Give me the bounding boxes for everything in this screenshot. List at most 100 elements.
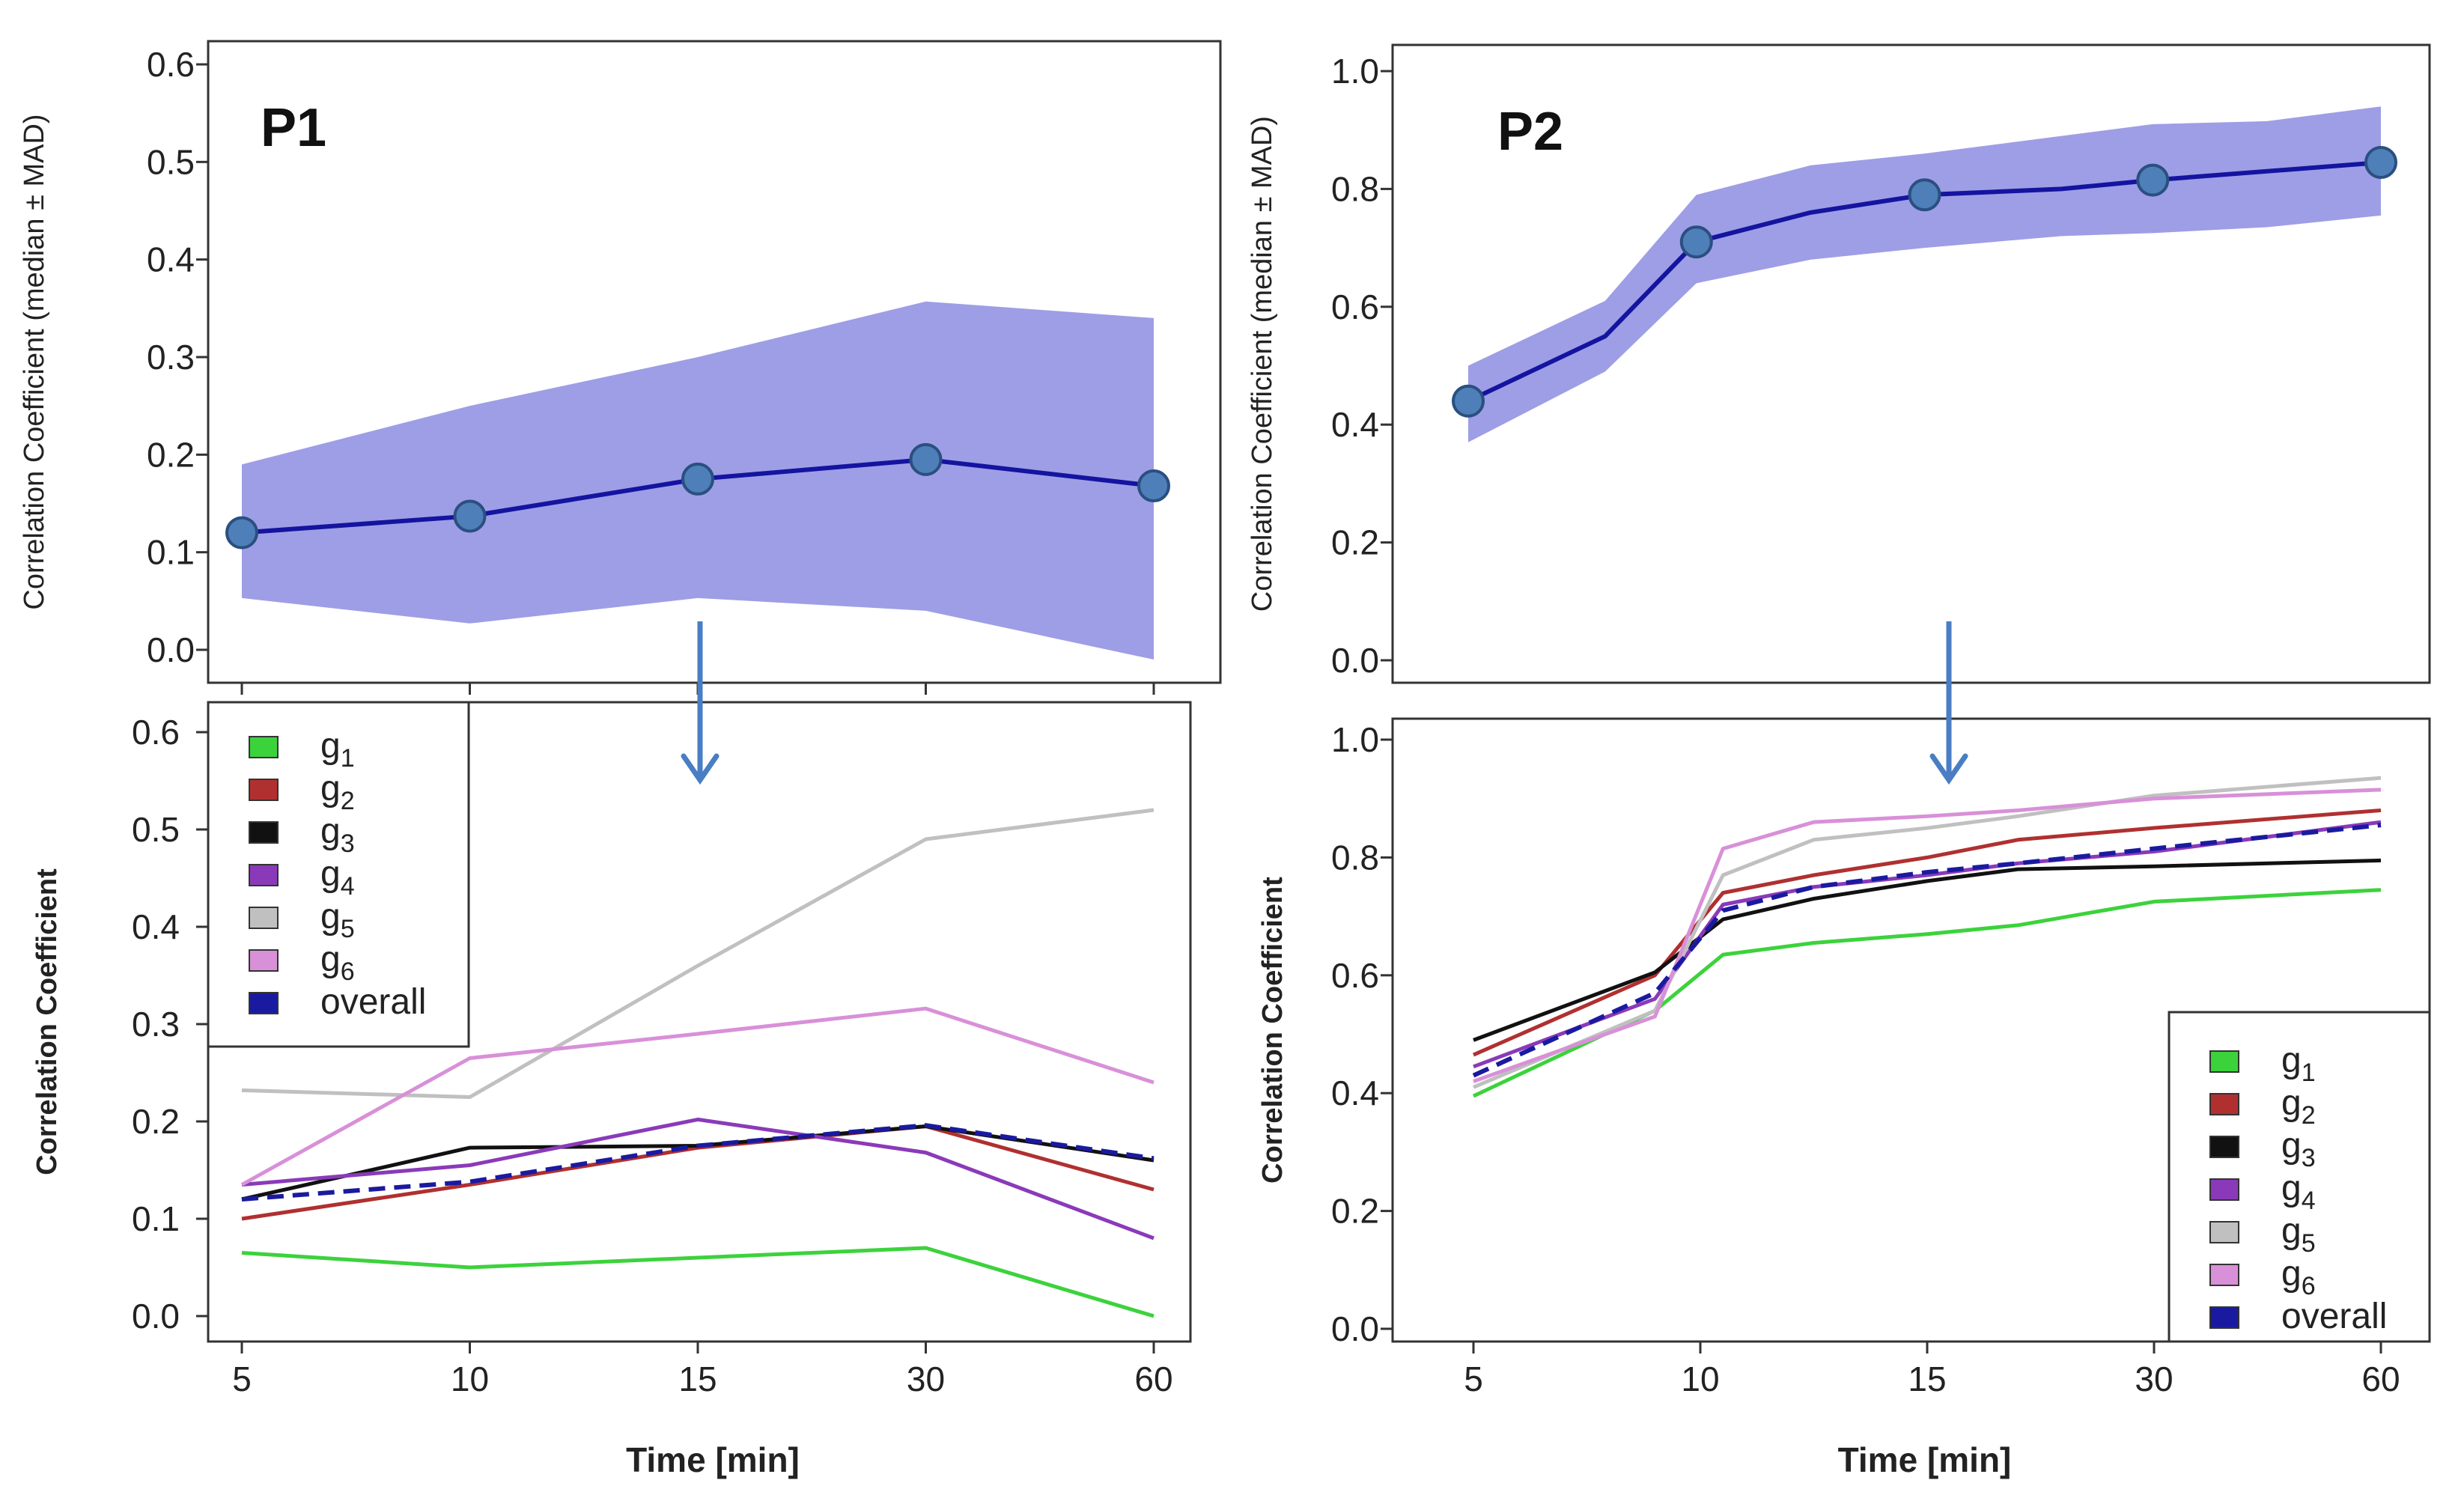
median-point — [1908, 178, 1941, 212]
y-tick-label: 0.0 — [1331, 1309, 1379, 1348]
median-point — [681, 462, 714, 496]
y-tick-label: 0.6 — [1331, 956, 1379, 995]
legend-subscript: 1 — [2302, 1059, 2316, 1087]
legend-swatch — [2209, 1093, 2239, 1115]
plot-frame — [207, 40, 1222, 684]
x-tick-label: 30 — [907, 1359, 945, 1398]
legend-swatch — [249, 992, 279, 1014]
legend-label: overall — [320, 982, 426, 1022]
x-axis-label: Time [min] — [626, 1440, 800, 1479]
series-line-g4 — [1473, 820, 2382, 1069]
legend-swatch — [2209, 1050, 2239, 1073]
series-line-g5 — [241, 808, 1155, 1099]
y-tick-label: 0.5 — [147, 142, 195, 181]
median-point — [1452, 384, 1485, 418]
y-tick-label: 0.3 — [132, 1005, 180, 1044]
y-tick-label: 0.6 — [147, 45, 195, 84]
series-line-g6 — [240, 1006, 1155, 1187]
down-arrow — [681, 621, 720, 785]
series-line-g3 — [1473, 858, 2382, 1042]
x-tick-label: 5 — [1464, 1359, 1483, 1398]
median-point — [2364, 145, 2397, 179]
y-axis-label: Correlation Coefficient (median ± MAD) — [19, 114, 50, 609]
median-mad-plot-p1: P1 — [225, 98, 1170, 660]
y-axis-label: Correlation Coefficient (median ± MAD) — [1247, 116, 1278, 612]
y-tick-label: 0.3 — [147, 338, 195, 377]
y-tick-label: 0.4 — [147, 240, 195, 279]
legend-swatch — [249, 736, 279, 758]
y-axis-label: Correlation Coefficient — [1257, 877, 1289, 1184]
down-arrow — [1929, 621, 1968, 785]
legend-subscript: 3 — [341, 829, 355, 858]
legend-label: g3 — [320, 812, 355, 858]
plot-frame — [1391, 43, 2431, 684]
series-line-overall — [241, 1123, 1155, 1202]
series-line-g1 — [1472, 888, 2382, 1098]
y-tick-label: 0.8 — [1331, 169, 1379, 208]
y-tick-label: 0.1 — [147, 533, 195, 572]
legend-subscript: 5 — [341, 915, 355, 943]
y-tick-label: 0.2 — [147, 435, 195, 474]
median-point — [909, 442, 943, 476]
legend-subscript: 2 — [2302, 1101, 2316, 1130]
y-axis-label: Correlation Coefficient — [31, 868, 63, 1175]
x-tick-label: 60 — [1134, 1359, 1172, 1398]
median-point — [1679, 225, 1713, 259]
x-tick-label: 15 — [678, 1359, 717, 1398]
mad-band — [1468, 106, 2381, 442]
y-tick-label: 0.6 — [132, 713, 180, 752]
y-tick-label: 0.2 — [1331, 1192, 1379, 1231]
legend-swatch — [2209, 1306, 2239, 1329]
panel-label: P1 — [261, 98, 326, 158]
legend-subscript: 6 — [341, 957, 355, 986]
x-tick-label: 30 — [2135, 1359, 2173, 1398]
legend-swatch — [249, 821, 279, 844]
median-mad-plot-p2: P2 — [1452, 102, 2397, 442]
legend-subscript: 4 — [341, 872, 355, 901]
y-tick-label: 0.0 — [147, 630, 195, 669]
x-tick-label: 10 — [451, 1359, 489, 1398]
x-tick-label: 15 — [1908, 1359, 1946, 1398]
y-tick-label: 0.6 — [1331, 287, 1379, 326]
y-tick-label: 0.2 — [1331, 523, 1379, 562]
legend-subscript: 6 — [2302, 1272, 2316, 1300]
group-lines-p1-groups — [240, 808, 1155, 1318]
arrow-head — [1929, 753, 1968, 785]
x-tick-label: 10 — [1681, 1359, 1719, 1398]
y-tick-label: 0.5 — [132, 810, 180, 849]
panel-p2-groups: 0.0 0.2 0.4 0.6 0.8 1.0 Correlation Coefficien… — [1257, 717, 2431, 1479]
panel-p1-groups: 0.0 0.1 0.2 0.3 0.4 0.5 0.6 Correlation Coeffic… — [31, 701, 1192, 1479]
legend-swatch — [2209, 1136, 2239, 1158]
panel-p2: 0.0 0.2 0.4 0.6 0.8 1.0 Correlation Coefficien… — [1247, 43, 2431, 684]
panel-p1: 0.0 0.1 0.2 0.3 0.4 0.5 0.6 Correlation Coeffic… — [19, 40, 1222, 695]
y-tick-label: 0.8 — [1331, 838, 1379, 877]
x-tick-label: 5 — [232, 1359, 252, 1398]
legend-swatch — [249, 864, 279, 886]
y-tick-label: 0.0 — [132, 1297, 180, 1336]
x-axis-label: Time [min] — [1838, 1440, 2012, 1479]
legend-swatch — [2209, 1178, 2239, 1201]
legend-subscript: 1 — [341, 744, 355, 773]
series-line-overall — [1472, 823, 2382, 1078]
legend-label: g4 — [320, 854, 355, 901]
y-tick-label: 1.0 — [1331, 52, 1379, 91]
legend-subscript: 5 — [2302, 1229, 2316, 1258]
series-line-g4 — [241, 1117, 1155, 1240]
median-point — [453, 499, 487, 533]
legend-swatch — [2209, 1264, 2239, 1286]
x-tick-label: 60 — [2361, 1359, 2400, 1398]
legend-swatch — [2209, 1221, 2239, 1243]
legend-subscript: 4 — [2302, 1187, 2316, 1215]
legend-swatch — [249, 779, 279, 801]
series-line-g6 — [1473, 788, 2382, 1083]
legend-subscript: 3 — [2302, 1144, 2316, 1172]
y-tick-label: 0.2 — [132, 1102, 180, 1141]
series-line-g1 — [241, 1246, 1155, 1318]
y-tick-label: 1.0 — [1331, 720, 1379, 759]
legend-swatch — [249, 949, 279, 972]
y-tick-label: 0.0 — [1331, 641, 1379, 680]
median-point — [225, 516, 258, 549]
